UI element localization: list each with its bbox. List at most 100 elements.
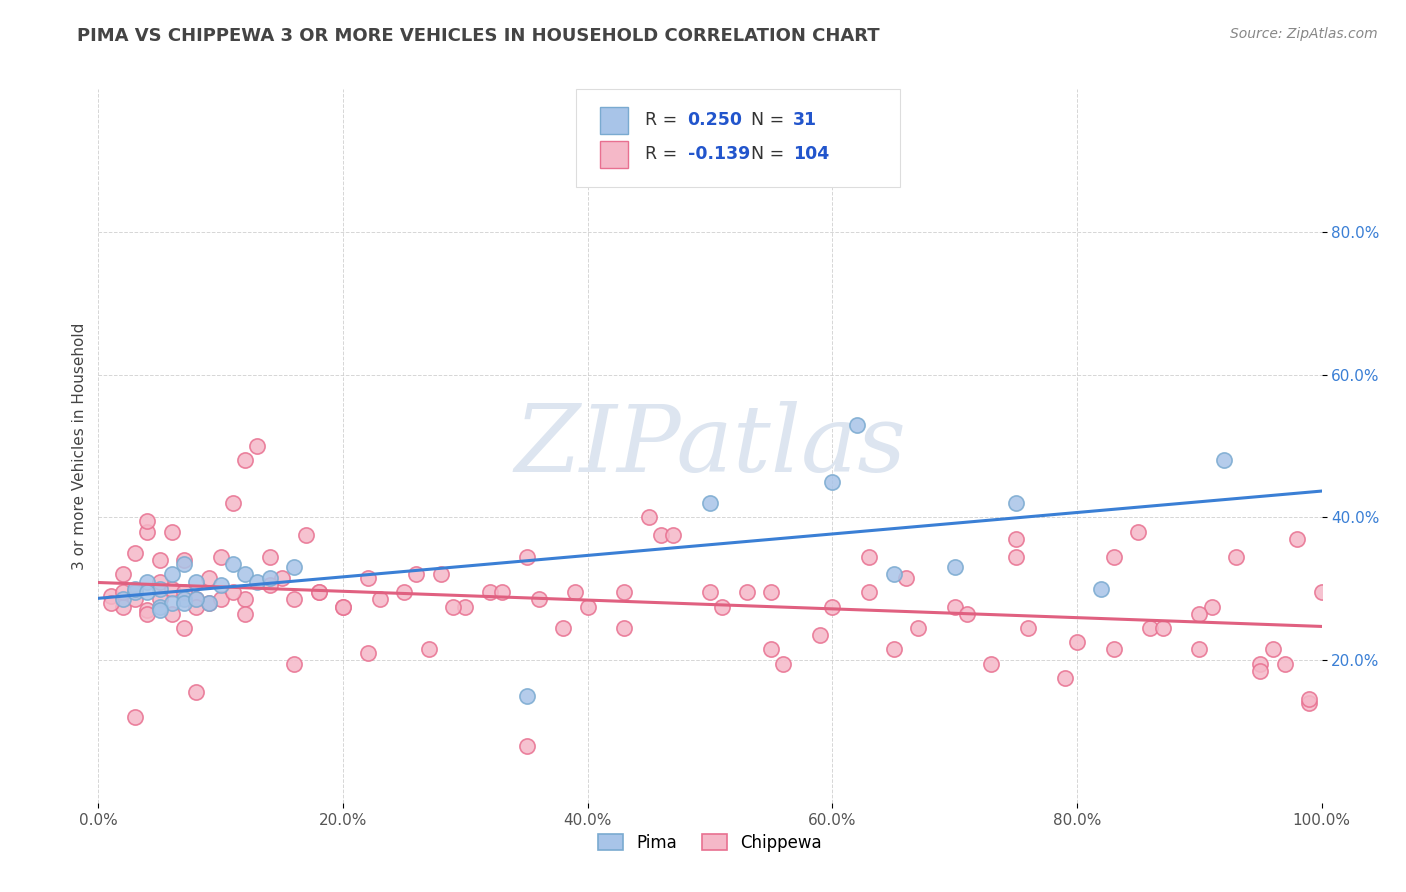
Point (197, 596, 219, 610)
Point (197, 596, 219, 610)
Point (1188, 607, 1211, 621)
Point (515, 689, 537, 703)
Point (173, 592, 195, 607)
Point (160, 596, 183, 610)
Point (478, 585, 501, 599)
Point (259, 578, 281, 592)
Point (111, 585, 134, 599)
Point (186, 685, 208, 699)
Point (1212, 453, 1234, 467)
Point (149, 574, 172, 589)
Point (1066, 635, 1088, 649)
Text: ZIPatlas: ZIPatlas (515, 401, 905, 491)
Legend: Pima, Chippewa: Pima, Chippewa (592, 828, 828, 859)
Point (259, 549, 281, 564)
Point (332, 599, 354, 614)
Point (821, 599, 844, 614)
Point (186, 592, 208, 607)
Point (160, 582, 183, 596)
Point (1310, 585, 1333, 599)
Point (173, 557, 195, 571)
Point (699, 585, 721, 599)
Point (821, 475, 844, 489)
Point (283, 560, 305, 574)
Text: N =: N = (751, 145, 790, 163)
Point (222, 557, 245, 571)
Point (527, 592, 550, 607)
Point (699, 496, 721, 510)
Point (233, 453, 256, 467)
Point (368, 592, 391, 607)
Point (246, 439, 269, 453)
Point (761, 585, 783, 599)
Text: Source: ZipAtlas.com: Source: ZipAtlas.com (1230, 27, 1378, 41)
Text: N =: N = (751, 112, 790, 129)
Point (100, 596, 122, 610)
Point (308, 585, 330, 599)
Point (1249, 664, 1271, 678)
Point (1017, 621, 1039, 635)
Text: 31: 31 (793, 112, 817, 129)
Point (209, 549, 232, 564)
Point (173, 621, 195, 635)
Point (956, 607, 979, 621)
Point (160, 567, 183, 582)
Point (233, 592, 256, 607)
Text: 104: 104 (793, 145, 830, 163)
Point (943, 599, 966, 614)
Point (650, 528, 672, 542)
Point (515, 739, 537, 753)
Point (136, 585, 159, 599)
Point (149, 603, 172, 617)
Point (907, 621, 929, 635)
Point (418, 642, 440, 657)
Point (613, 585, 636, 599)
Point (1188, 642, 1211, 657)
Point (173, 553, 195, 567)
Point (124, 710, 146, 724)
Point (1102, 549, 1125, 564)
Point (100, 589, 122, 603)
Point (1128, 524, 1150, 539)
Point (662, 528, 685, 542)
Point (1274, 657, 1296, 671)
Point (233, 607, 256, 621)
Point (845, 417, 868, 432)
Point (1004, 496, 1026, 510)
Point (1298, 696, 1320, 710)
Point (772, 657, 794, 671)
Point (1249, 657, 1271, 671)
Text: 0.250: 0.250 (688, 112, 742, 129)
Point (149, 582, 172, 596)
Point (149, 592, 172, 607)
Point (553, 621, 575, 635)
Point (1298, 692, 1320, 706)
Point (883, 567, 905, 582)
Point (711, 599, 734, 614)
Point (136, 524, 159, 539)
Point (186, 574, 208, 589)
Point (197, 571, 219, 585)
Point (1286, 532, 1309, 546)
Point (111, 599, 134, 614)
Point (1139, 621, 1161, 635)
Point (233, 567, 256, 582)
Point (173, 585, 195, 599)
Point (1004, 549, 1026, 564)
Point (149, 553, 172, 567)
Point (894, 571, 917, 585)
Point (1004, 532, 1026, 546)
Point (222, 585, 245, 599)
Point (209, 592, 232, 607)
Point (858, 585, 880, 599)
Point (1053, 671, 1076, 685)
Text: PIMA VS CHIPPEWA 3 OR MORE VEHICLES IN HOUSEHOLD CORRELATION CHART: PIMA VS CHIPPEWA 3 OR MORE VEHICLES IN H… (77, 27, 880, 45)
Point (430, 567, 453, 582)
Point (1261, 642, 1284, 657)
Point (761, 642, 783, 657)
Point (222, 496, 245, 510)
Text: R =: R = (645, 112, 683, 129)
Point (980, 657, 1002, 671)
Point (613, 621, 636, 635)
Text: R =: R = (645, 145, 683, 163)
